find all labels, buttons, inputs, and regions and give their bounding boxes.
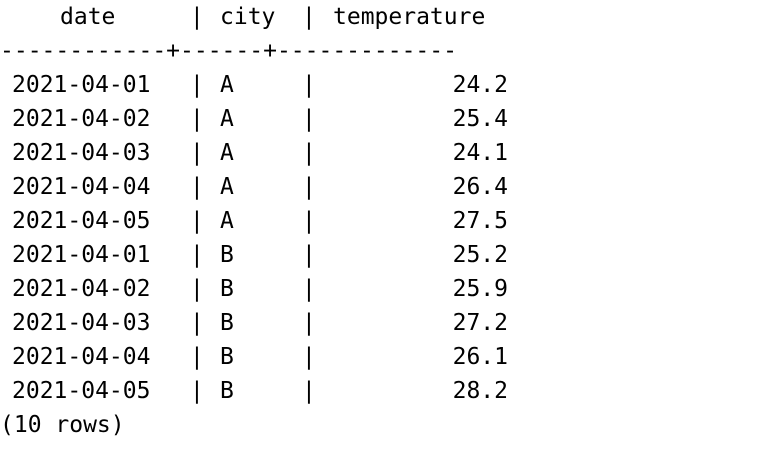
column-separator: | — [190, 106, 204, 132]
cell-temperature: 28.2 — [452, 378, 508, 404]
header-divider: ------------+------+------------- — [0, 38, 457, 64]
cell-date: 2021-04-02 — [12, 276, 151, 302]
table-row: 2021-04-04 | A | 26.4 — [0, 170, 780, 204]
cell-temperature: 26.1 — [452, 344, 508, 370]
cell-temperature: 24.1 — [452, 140, 508, 166]
column-header-temperature: temperature — [333, 4, 486, 30]
cell-date: 2021-04-03 — [12, 310, 151, 336]
cell-date: 2021-04-03 — [12, 140, 151, 166]
column-separator: | — [302, 174, 316, 200]
cell-temperature: 25.9 — [452, 276, 508, 302]
table-row: 2021-04-04 | B | 26.1 — [0, 340, 780, 374]
column-separator: | — [190, 4, 204, 30]
cell-city: B — [220, 242, 234, 268]
row-count-footer: (10 rows) — [0, 412, 125, 438]
cell-temperature: 24.2 — [452, 72, 508, 98]
table-row: 2021-04-03 | B | 27.2 — [0, 306, 780, 340]
table-header: date | city | temperature — [0, 0, 780, 34]
cell-city: B — [220, 344, 234, 370]
cell-city: B — [220, 310, 234, 336]
column-separator: | — [302, 276, 316, 302]
column-separator: | — [302, 106, 316, 132]
cell-city: B — [220, 276, 234, 302]
cell-city: A — [220, 140, 234, 166]
column-header-date: date — [60, 4, 116, 30]
column-separator: | — [190, 72, 204, 98]
cell-date: 2021-04-05 — [12, 378, 151, 404]
cell-date: 2021-04-04 — [12, 344, 151, 370]
cell-temperature: 27.2 — [452, 310, 508, 336]
table-row: 2021-04-03 | A | 24.1 — [0, 136, 780, 170]
column-separator: | — [302, 310, 316, 336]
cell-city: A — [220, 208, 234, 234]
table-row: 2021-04-05 | A | 27.5 — [0, 204, 780, 238]
cell-city: A — [220, 72, 234, 98]
cell-temperature: 25.2 — [452, 242, 508, 268]
cell-temperature: 25.4 — [452, 106, 508, 132]
column-separator: | — [190, 310, 204, 336]
column-separator: | — [302, 344, 316, 370]
cell-city: A — [220, 174, 234, 200]
table-row: 2021-04-01 | A | 24.2 — [0, 68, 780, 102]
table-row: 2021-04-02 | A | 25.4 — [0, 102, 780, 136]
cell-date: 2021-04-02 — [12, 106, 151, 132]
column-separator: | — [190, 208, 204, 234]
column-separator: | — [302, 4, 316, 30]
column-separator: | — [302, 140, 316, 166]
column-separator: | — [190, 242, 204, 268]
column-separator: | — [190, 276, 204, 302]
cell-date: 2021-04-01 — [12, 72, 151, 98]
column-separator: | — [302, 378, 316, 404]
column-separator: | — [190, 174, 204, 200]
cell-date: 2021-04-01 — [12, 242, 151, 268]
table-row: 2021-04-01 | B | 25.2 — [0, 238, 780, 272]
column-separator: | — [302, 242, 316, 268]
cell-date: 2021-04-05 — [12, 208, 151, 234]
cell-temperature: 26.4 — [452, 174, 508, 200]
column-separator: | — [302, 208, 316, 234]
cell-date: 2021-04-04 — [12, 174, 151, 200]
column-separator: | — [190, 378, 204, 404]
column-separator: | — [190, 344, 204, 370]
column-header-city: city — [220, 4, 276, 30]
cell-city: A — [220, 106, 234, 132]
table-row: 2021-04-05 | B | 28.2 — [0, 374, 780, 408]
cell-temperature: 27.5 — [452, 208, 508, 234]
table-row: 2021-04-02 | B | 25.9 — [0, 272, 780, 306]
column-separator: | — [302, 72, 316, 98]
cell-city: B — [220, 378, 234, 404]
column-separator: | — [190, 140, 204, 166]
